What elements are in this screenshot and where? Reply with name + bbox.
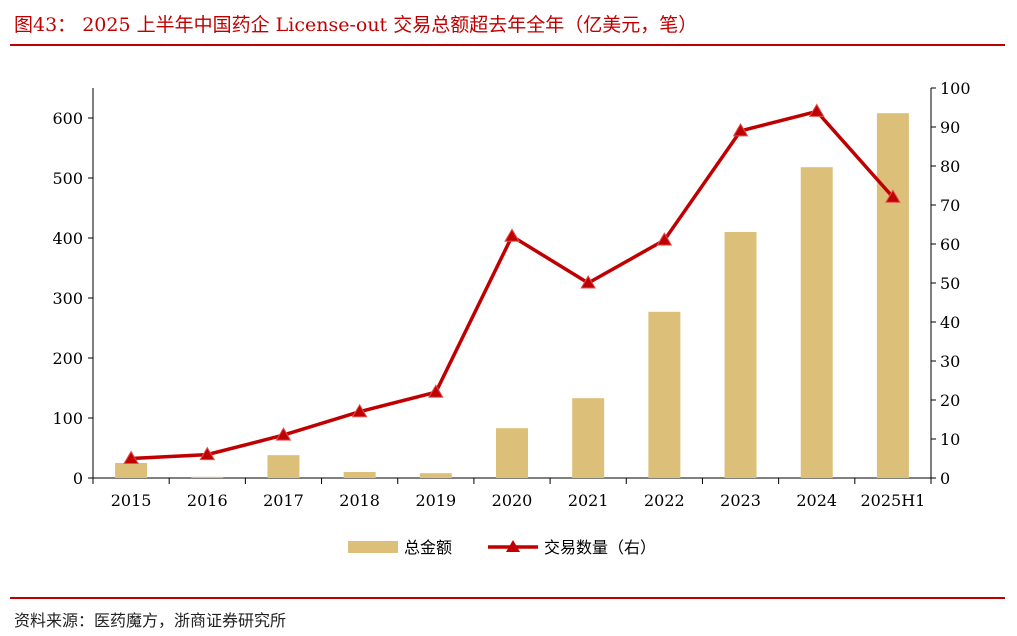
- line-marker: [656, 232, 673, 246]
- source-divider: [10, 597, 1005, 599]
- right-tick-label: 70: [940, 196, 960, 215]
- left-tick-label: 100: [52, 409, 83, 428]
- line-marker: [351, 403, 368, 418]
- bar: [648, 311, 681, 478]
- x-tick-label: 2024: [796, 491, 837, 510]
- right-tick-label: 0: [940, 469, 950, 488]
- left-tick-label: 0: [73, 469, 83, 488]
- right-tick-label: 40: [940, 313, 960, 332]
- x-tick-label: 2015: [111, 491, 152, 510]
- left-tick-label: 300: [52, 289, 83, 308]
- line-marker: [123, 450, 139, 464]
- left-tick-label: 600: [52, 109, 83, 128]
- bar: [800, 167, 833, 478]
- legend-bar-swatch: [348, 541, 398, 553]
- line-marker: [199, 446, 216, 461]
- bar: [496, 428, 528, 478]
- left-tick-label: 400: [52, 229, 83, 248]
- x-tick-label: 2023: [720, 491, 761, 510]
- series-line: [131, 109, 895, 461]
- line-marker: [808, 103, 825, 117]
- legend-line-marker: [506, 540, 520, 552]
- x-tick-label: 2018: [339, 491, 380, 510]
- left-tick-label: 500: [52, 169, 83, 188]
- source-note: 资料来源：医药魔方，浙商证券研究所: [14, 611, 287, 630]
- right-tick-label: 90: [940, 118, 960, 137]
- line-marker: [427, 384, 444, 398]
- right-tick-label: 10: [940, 430, 960, 449]
- bar: [343, 472, 376, 478]
- line-marker: [580, 275, 597, 289]
- right-tick-label: 100: [940, 79, 971, 98]
- bar: [572, 398, 605, 478]
- line-marker: [885, 189, 901, 203]
- line-marker: [732, 122, 749, 137]
- right-tick-label: 30: [940, 352, 960, 371]
- x-tick-label: 2021: [568, 491, 609, 510]
- bar: [419, 473, 452, 478]
- line-marker: [504, 228, 520, 242]
- right-tick-label: 20: [940, 391, 960, 410]
- x-tick-label: 2020: [492, 491, 533, 510]
- right-tick-label: 80: [940, 157, 960, 176]
- chart-title: 图43： 2025 上半年中国药企 License-out 交易总额超去年全年（…: [14, 14, 698, 36]
- x-tick-label: 2016: [187, 491, 228, 510]
- bar: [267, 455, 300, 478]
- bar: [191, 476, 224, 478]
- x-tick-label: 2017: [263, 491, 304, 510]
- legend-line-label: 交易数量（右）: [544, 538, 656, 557]
- legend-bar-label: 总金额: [404, 538, 452, 557]
- line-marker: [275, 427, 292, 441]
- right-tick-label: 50: [940, 274, 960, 293]
- x-tick-label: 2022: [644, 491, 685, 510]
- bar: [724, 232, 757, 478]
- bar: [876, 113, 909, 478]
- title-divider: [10, 44, 1005, 46]
- x-tick-label: 2019: [415, 491, 456, 510]
- right-tick-label: 60: [940, 235, 960, 254]
- left-tick-label: 200: [52, 349, 83, 368]
- bar: [115, 463, 148, 478]
- x-tick-label: 2025H1: [860, 491, 925, 510]
